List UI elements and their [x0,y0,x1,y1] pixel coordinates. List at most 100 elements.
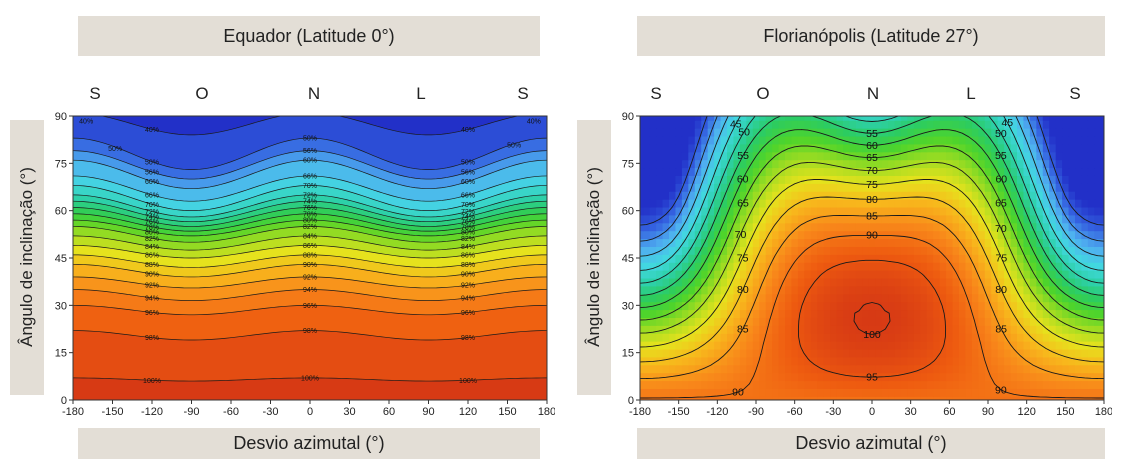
right-fill-cell [752,269,761,279]
right-fill-cell [733,317,741,326]
right-fill-cell [991,183,999,192]
right-fill-cell [1062,246,1070,255]
right-fill-cell [688,261,696,271]
right-fill-cell [933,372,941,382]
right-fill-cell [733,285,741,295]
right-fill-cell [849,388,857,397]
right-fill-cell [830,214,838,224]
right-fill-cell [913,246,922,255]
right-fill-cell [997,309,1005,318]
right-fill-cell [752,175,761,184]
right-fill-cell [901,348,909,358]
right-fill-cell [643,348,651,358]
panel0-x-tick-label: -90 [184,406,200,418]
left-contour-line [73,235,547,251]
right-fill-cell [952,364,960,374]
right-fill-cell [727,277,735,287]
right-fill-cell [965,348,973,358]
right-fill-cell [675,167,683,176]
right-fill-cell [855,293,864,303]
right-fill-cell [849,198,857,208]
right-fill-cell [701,269,709,279]
right-fill-cell [688,135,696,145]
right-fill-cell [640,388,645,397]
right-fill-cell [643,372,651,382]
right-fill-cell [649,190,657,200]
right-fill-cell [868,151,877,161]
right-fill-cell [701,317,709,326]
right-fill-cell [888,293,896,303]
right-fill-cell [804,159,812,169]
right-fill-cell [952,246,960,255]
right-fill-cell [727,388,735,397]
right-fill-cell [1017,119,1025,129]
right-fill-cell [739,254,748,263]
left-chart-title-bar: Equador (Latitude 0°) [78,16,540,56]
right-fill-cell [785,332,793,342]
right-fill-cell [1100,325,1104,334]
right-fill-cell [707,332,715,342]
right-fill-cell [785,269,793,279]
right-fill-cell [804,325,812,334]
right-fill-cell [1068,119,1076,129]
right-fill-cell [1055,206,1063,216]
right-fill-cell [720,222,728,232]
right-fill-cell [785,277,793,287]
left-direction-s-west: S [89,84,101,103]
right-fill-cell [959,380,967,389]
right-fill-cell [965,167,973,176]
right-fill-cell [746,372,754,382]
right-fill-cell [965,325,973,334]
right-fill-cell [971,325,980,334]
right-fill-cell [1062,388,1070,397]
right-fill-cell [971,372,980,382]
right-fill-cell [862,340,870,350]
right-fill-cell [1004,254,1012,263]
right-fill-cell [933,396,941,400]
right-fill-cell [843,127,851,137]
right-fill-cell [810,340,819,350]
right-fill-cell [933,301,941,311]
right-fill-cell [978,175,986,184]
right-fill-cell [778,261,786,271]
right-fill-cell [823,277,831,287]
right-fill-cell [907,190,915,200]
right-fill-cell [1075,254,1083,263]
right-fill-cell [1049,222,1057,232]
right-fill-cell [849,183,857,192]
right-fill-cell [797,388,806,397]
right-fill-cell [1042,119,1051,129]
right-fill-cell [1042,151,1051,161]
right-fill-cell [649,159,657,169]
right-fill-cell [843,293,851,303]
right-fill-cell [688,222,696,232]
right-fill-cell [1023,190,1031,200]
right-fill-cell [1068,175,1076,184]
right-fill-cell [1087,269,1096,279]
right-fill-cell [913,167,922,176]
right-fill-cell [978,340,986,350]
right-fill-cell [939,380,947,389]
right-fill-cell [830,230,838,240]
right-fill-cell [971,309,980,318]
right-fill-cell [971,135,980,145]
right-fill-cell [991,317,999,326]
right-fill-cell [901,325,909,334]
right-fill-cell [836,230,844,240]
right-fill-cell [778,222,786,232]
right-fill-cell [797,175,806,184]
right-fill-cell [926,261,935,271]
right-fill-cell [881,388,889,397]
left-contour-label: 92% [303,274,317,281]
right-fill-cell [1036,143,1044,153]
right-fill-cell [1049,127,1057,137]
right-fill-cell [759,261,767,271]
right-fill-cell [1094,388,1102,397]
right-fill-cell [765,277,773,287]
right-fill-cell [946,183,954,192]
right-fill-cell [1055,277,1063,287]
right-fill-cell [810,119,819,129]
right-fill-cell [836,127,844,137]
left-contour-line [73,194,547,218]
right-fill-cell [669,222,677,232]
